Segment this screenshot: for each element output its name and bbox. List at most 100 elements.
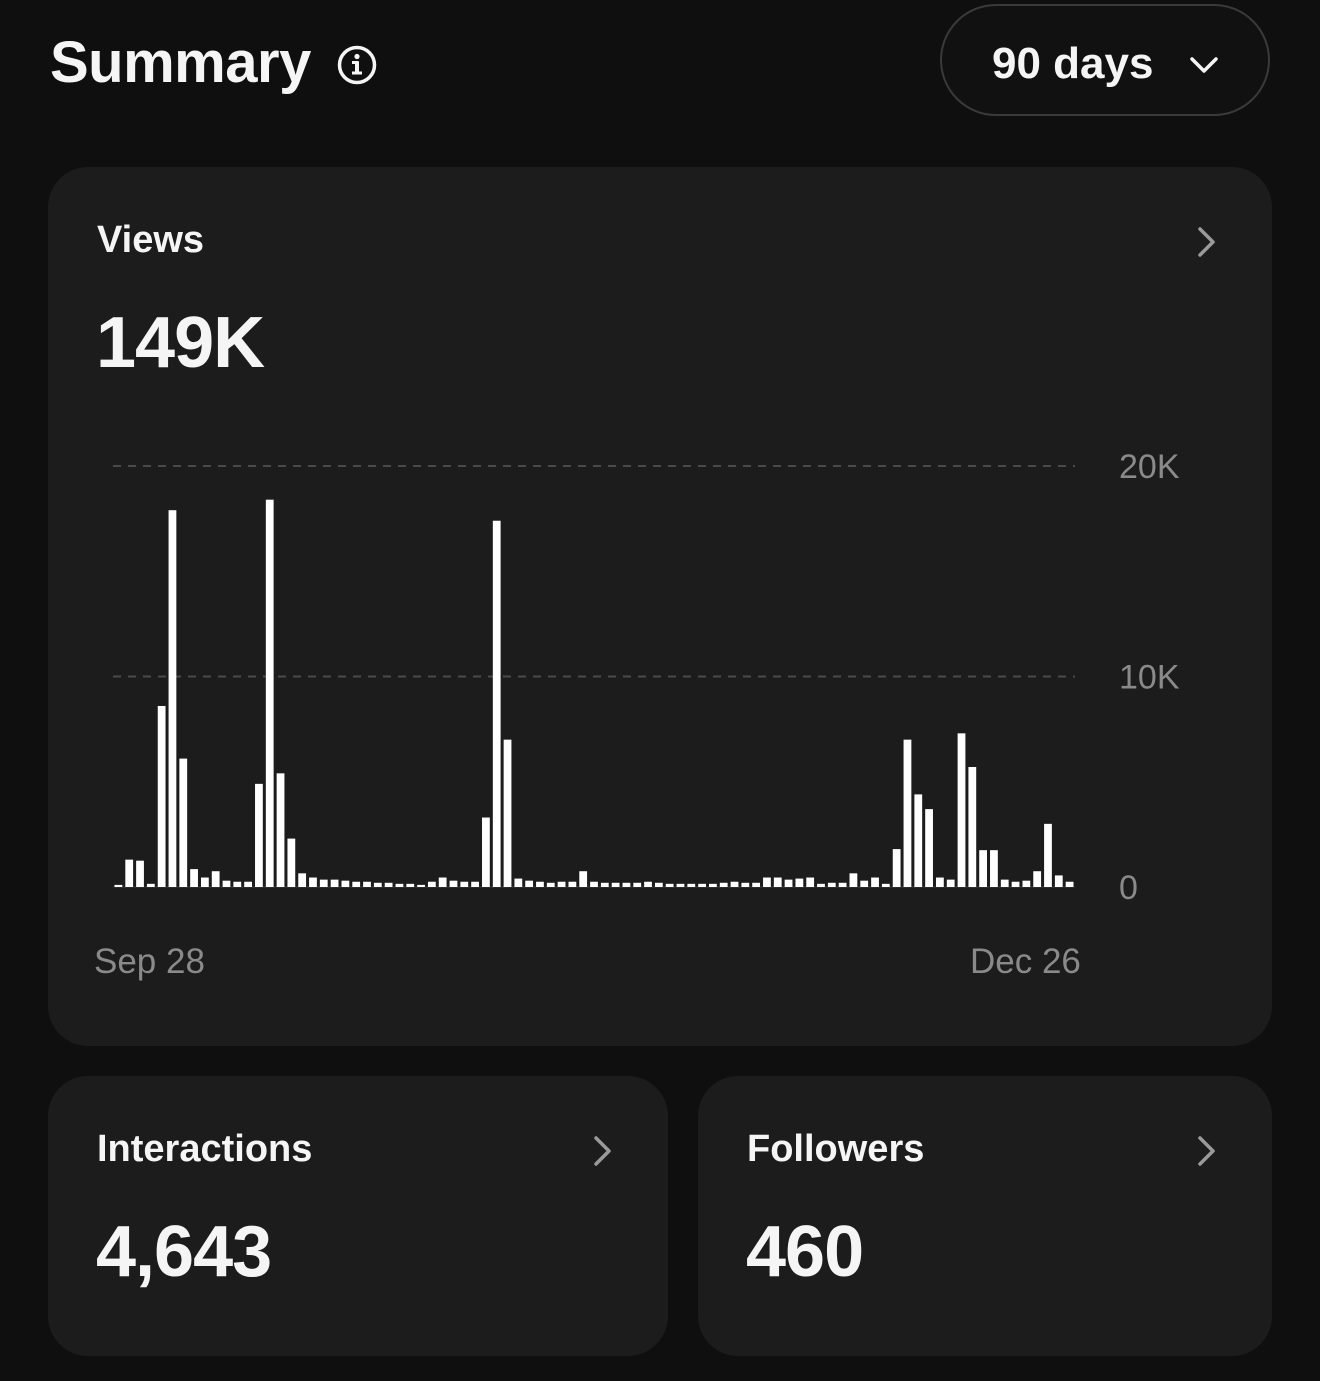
date-range-dropdown[interactable]: 90 days: [940, 4, 1270, 116]
date-range-label: 90 days: [992, 39, 1154, 88]
chevron-right-icon[interactable]: [592, 1134, 614, 1168]
chart-bar: [687, 883, 696, 887]
chart-bar: [200, 877, 209, 887]
chart-bar: [579, 871, 588, 887]
chart-bar: [222, 880, 231, 887]
chart-bar: [190, 869, 198, 887]
chart-bar: [665, 883, 674, 887]
chart-bar: [384, 882, 393, 887]
chart-bar: [341, 880, 350, 887]
chart-bar: [276, 773, 285, 887]
chart-bar: [438, 877, 447, 887]
chart-bar: [600, 882, 609, 887]
chart-bar: [330, 879, 339, 887]
chart-bar: [482, 817, 490, 887]
chart-bar: [654, 882, 663, 887]
chart-bar: [460, 881, 469, 887]
chart-bar: [157, 705, 166, 887]
chart-bar: [363, 881, 371, 887]
x-axis-end-label: Dec 26: [970, 942, 1081, 981]
chart-bar: [211, 871, 220, 887]
y-tick-label: 0: [1119, 869, 1138, 907]
chart-bar: [233, 881, 242, 887]
chart-bar: [849, 873, 858, 887]
views-value: 149K: [96, 303, 265, 383]
chart-bar: [741, 882, 750, 887]
chart-bar: [373, 882, 382, 887]
chevron-right-icon[interactable]: [1196, 1134, 1218, 1168]
chart-bar: [536, 881, 544, 887]
chart-bar: [114, 884, 123, 887]
chart-bar: [309, 877, 317, 887]
chart-bar: [125, 859, 134, 887]
chart-bar: [1054, 875, 1063, 887]
chart-bar: [817, 883, 825, 887]
chart-bar: [244, 881, 252, 887]
chart-bar: [287, 838, 296, 887]
chart-bar: [827, 882, 836, 887]
y-tick-label: 10K: [1119, 659, 1180, 697]
chart-bar: [546, 882, 555, 887]
chart-bar: [168, 510, 177, 887]
chart-bar: [265, 499, 274, 887]
chart-bar: [514, 878, 523, 887]
views-card[interactable]: Views 149K 0 10K 20K Sep 28 Dec 26: [48, 167, 1272, 1046]
chart-bar: [773, 877, 782, 887]
chart-bar: [730, 881, 739, 887]
chart-bar: [136, 860, 144, 887]
chart-bar: [395, 883, 404, 887]
chart-bar: [957, 733, 966, 887]
chart-bar: [568, 881, 577, 887]
y-tick-label: 20K: [1119, 448, 1180, 486]
chart-bar: [492, 520, 501, 887]
chevron-right-icon[interactable]: [1196, 225, 1218, 259]
chart-bar: [925, 809, 933, 888]
chart-bar: [557, 881, 566, 887]
chart-bar: [427, 881, 436, 887]
chart-bar: [752, 882, 761, 887]
chart-bar: [676, 883, 685, 887]
chart-bar: [352, 881, 361, 887]
interactions-label: Interactions: [97, 1128, 313, 1170]
chart-bar: [719, 882, 728, 887]
chart-bar: [406, 883, 415, 887]
interactions-card[interactable]: Interactions 4,643: [48, 1076, 668, 1356]
chart-bar: [979, 850, 988, 887]
chart-bar: [914, 794, 923, 887]
chart-bar: [936, 877, 944, 887]
chart-bar: [644, 881, 652, 887]
views-label: Views: [97, 219, 205, 261]
chart-bar: [503, 739, 512, 887]
chart-bar: [698, 883, 706, 887]
chart-bar: [298, 873, 307, 887]
chart-bar: [881, 883, 890, 887]
chart-bar: [806, 877, 815, 887]
chart-bar: [946, 879, 955, 887]
chart-bar: [1000, 879, 1009, 887]
chart-bar: [838, 882, 847, 887]
chart-bar: [471, 881, 479, 887]
chart-bar: [795, 878, 804, 887]
chart-bar: [1011, 881, 1020, 887]
chart-bar: [1022, 880, 1031, 887]
chart-bar: [146, 883, 155, 887]
chart-bar: [417, 884, 425, 887]
chart-bar: [784, 879, 793, 887]
x-axis-start-label: Sep 28: [94, 942, 205, 981]
views-bar-chart: 0 10K 20K: [113, 448, 1180, 907]
chart-bar: [255, 783, 263, 887]
chart-bar: [525, 880, 534, 887]
chart-bar: [871, 877, 879, 887]
chart-bar: [622, 882, 631, 887]
page-title: Summary: [50, 30, 311, 95]
followers-label: Followers: [747, 1128, 925, 1170]
chevron-down-icon: [1190, 57, 1218, 73]
followers-value: 460: [746, 1212, 864, 1292]
chart-bar: [903, 739, 912, 887]
interactions-value: 4,643: [96, 1212, 272, 1292]
chart-bar: [1044, 823, 1052, 887]
info-circle-icon[interactable]: [336, 44, 378, 86]
chart-bar: [892, 849, 901, 887]
chart-bar: [319, 879, 328, 887]
followers-card[interactable]: Followers 460: [698, 1076, 1272, 1356]
